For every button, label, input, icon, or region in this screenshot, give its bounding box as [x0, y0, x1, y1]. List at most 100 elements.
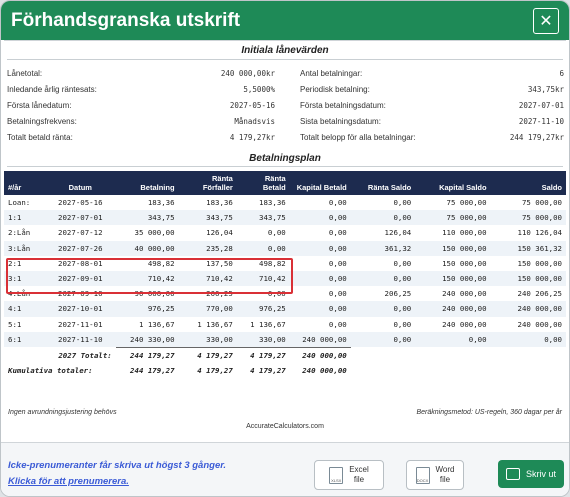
excel-file-button[interactable]: XLSX Excel file — [314, 460, 384, 490]
totals-cell — [415, 347, 490, 363]
table-cell: 126,04 — [384, 228, 412, 238]
printer-icon — [505, 468, 520, 480]
table-cell: 3:Lån — [4, 240, 45, 256]
table-cell: 1 136,67 — [197, 319, 233, 329]
table-cell: 137,50 — [206, 258, 233, 268]
table-cell: 1:1 — [4, 210, 45, 226]
table-cell: 1 136,67 — [138, 319, 175, 329]
plan-heading: Betalningsplan — [249, 153, 321, 164]
initial-value-row: Totalt betald ränta: 4 179,27kr — [7, 133, 275, 145]
table-row: 3:Lån 2027-07-26 40 000,00 235,28 0,00 0,00 36… — [4, 240, 566, 256]
initial-value-row: Inledande årlig räntesats: 5,5000% — [7, 85, 275, 97]
divider — [7, 166, 563, 167]
totals-cell — [491, 363, 566, 378]
payment-schedule-table: #/år Datum Betalning Ränta Förfaller Ränta B… — [4, 171, 566, 378]
initial-value-row: Antal betalningar: 6 — [300, 69, 564, 81]
initial-value-label: Första betalningsdatum: — [300, 101, 386, 110]
table-cell: 0,00 — [236, 240, 290, 256]
word-label-1: Word — [435, 465, 455, 474]
initial-value-amount: 4 179,27kr — [229, 133, 275, 142]
initial-value-label: Antal betalningar: — [300, 69, 363, 78]
subscribe-link[interactable]: Klicka för att prenumerera. — [8, 476, 129, 487]
initial-value-amount: 343,75kr — [527, 85, 564, 94]
table-cell: 240 330,00 — [115, 331, 179, 348]
initial-value-label: Periodisk betalning: — [300, 85, 370, 94]
table-cell: 2027-08-01 — [58, 258, 103, 268]
table-cell: 0,00 — [393, 319, 412, 329]
table-cell: 6:1 — [4, 331, 45, 348]
totals-row: Kumulativa totaler: 244 179,27 4 179,27 4 1… — [4, 363, 566, 378]
totals-cell: 240 000,00 — [302, 366, 347, 376]
table-cell: 0,00 — [350, 331, 416, 348]
table-cell: 0,00 — [350, 301, 416, 317]
table-cell: 0,00 — [393, 258, 412, 268]
initial-value-label: Inledande årlig räntesats: — [7, 85, 97, 94]
column-header: Kapital Betald — [289, 171, 351, 195]
table-row: 2:Lån 2027-07-12 35 000,00 126,04 0,00 0,00 12… — [4, 225, 566, 240]
table-cell: 2027-11-01 — [58, 319, 103, 329]
table-cell: 976,25 — [115, 301, 179, 317]
word-file-icon: DOCX — [415, 466, 430, 484]
table-cell: 330,00 — [236, 331, 290, 348]
table-row: 1:1 2027-07-01 343,75 343,75 343,75 0,00 0,00 7… — [4, 210, 566, 226]
totals-cell: 4 179,27 — [197, 366, 233, 376]
initial-values-heading: Initiala lånevärden — [241, 45, 329, 56]
dialog-title: Förhandsgranska utskrift — [11, 9, 241, 31]
table-cell: 0,00 — [328, 228, 347, 238]
table-cell: 1 136,67 — [250, 319, 286, 329]
initial-value-row: Lånetotal: 240 000,00kr — [7, 69, 275, 81]
word-label-2: file — [439, 475, 451, 484]
table-cell: 75 000,00 — [446, 198, 487, 208]
initial-value-amount: 2027-05-16 — [229, 101, 275, 110]
close-icon: ✕ — [539, 12, 553, 30]
method-note: Beräkningsmetod: US-regeln, 360 dagar pe… — [416, 409, 562, 416]
table-cell: 110 126,04 — [517, 228, 563, 238]
totals-cell — [491, 347, 566, 363]
table-cell: 0,00 — [289, 301, 351, 317]
initial-value-amount: 2027-11-10 — [518, 117, 564, 126]
column-header: Kapital Saldo — [415, 171, 491, 195]
excel-label-1: Excel — [349, 465, 369, 474]
close-button[interactable]: ✕ — [533, 7, 559, 34]
table-cell: 3:1 — [4, 270, 45, 287]
table-cell: 183,36 — [206, 198, 233, 208]
totals-cell: 2027 Totalt: — [58, 350, 112, 360]
table-cell: 240 000,00 — [442, 289, 487, 299]
table-cell: 150 000,00 — [490, 270, 566, 287]
initial-value-amount: 240 000,00kr — [220, 69, 275, 78]
table-row: 5:1 2027-11-01 1 136,67 1 136,67 1 136,67 0,0… — [4, 317, 566, 332]
totals-cell — [351, 347, 416, 363]
print-button[interactable]: Skriv ut — [498, 460, 564, 488]
word-file-button[interactable]: DOCX Word file — [406, 460, 464, 490]
table-cell: 240 000,00 — [415, 301, 491, 317]
initial-value-amount: 6 — [559, 69, 564, 78]
initial-value-row: Första betalningsdatum: 2027-07-01 — [300, 101, 564, 113]
table-cell: 110 000,00 — [442, 228, 487, 238]
table-cell: 498,82 — [259, 258, 286, 268]
totals-cell: 4 179,27 — [250, 366, 286, 376]
table-cell: 343,75 — [178, 210, 237, 226]
initial-value-label: Betalningsfrekvens: — [7, 117, 77, 126]
table-cell: 5:1 — [8, 319, 22, 329]
column-header: Betalning — [115, 171, 179, 195]
totals-cell — [415, 363, 490, 378]
totals-cell — [4, 347, 45, 363]
table-cell: 2:1 — [8, 258, 22, 268]
table-cell: 150 000,00 — [517, 258, 563, 268]
totals-cell: 4 179,27 — [178, 346, 237, 364]
totals-cell: 240 000,00 — [289, 346, 351, 364]
totals-cell: 4 179,27 — [236, 346, 290, 364]
print-label: Skriv ut — [525, 469, 556, 479]
column-header: Datum — [44, 171, 116, 195]
initial-value-row: Sista betalningsdatum: 2027-11-10 — [300, 117, 564, 129]
table-cell: 206,25 — [384, 289, 412, 299]
table-cell: 330,00 — [178, 331, 237, 348]
table-cell: 240 000,00 — [289, 331, 351, 348]
initial-value-label: Första lånedatum: — [7, 101, 72, 110]
totals-cell — [351, 363, 416, 378]
table-cell: 4:1 — [4, 301, 45, 317]
table-cell: 710,42 — [236, 270, 290, 287]
print-limit-text: Icke-prenumeranter får skriva ut högst 3… — [8, 460, 227, 471]
highlight-box — [6, 258, 293, 294]
table-cell: 0,00 — [289, 270, 351, 287]
